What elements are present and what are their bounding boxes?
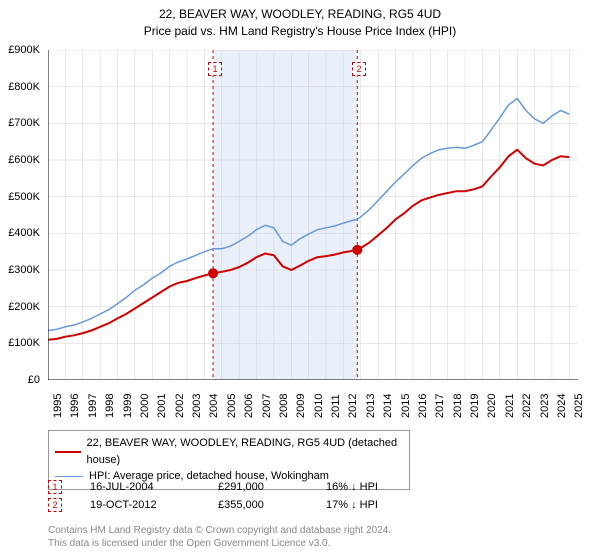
legend-label: 22, BEAVER WAY, WOODLEY, READING, RG5 4U… <box>87 435 403 468</box>
x-tick-label: 2017 <box>434 394 446 418</box>
marker-dot-0 <box>208 268 218 278</box>
x-tick-label: 1996 <box>69 394 81 418</box>
y-tick-label: £300K <box>8 264 40 276</box>
x-tick-label: 2014 <box>382 394 394 418</box>
x-tick-label: 2002 <box>174 394 186 418</box>
y-axis: £0£100K£200K£300K£400K£500K£600K£700K£80… <box>0 50 44 380</box>
title-description: Price paid vs. HM Land Registry's House … <box>0 23 600 40</box>
footer-line2: This data is licensed under the Open Gov… <box>48 537 391 550</box>
callout-box: 2 <box>352 62 366 76</box>
x-tick-label: 2015 <box>400 394 412 418</box>
x-tick-label: 2009 <box>295 394 307 418</box>
x-tick-label: 2019 <box>469 394 481 418</box>
y-tick-label: £100K <box>8 337 40 349</box>
x-tick-label: 1999 <box>122 394 134 418</box>
title-address: 22, BEAVER WAY, WOODLEY, READING, RG5 4U… <box>0 6 600 23</box>
legend-swatch <box>55 451 81 453</box>
chart-title: 22, BEAVER WAY, WOODLEY, READING, RG5 4U… <box>0 0 600 40</box>
x-tick-label: 2013 <box>365 394 377 418</box>
x-tick-label: 2001 <box>156 394 168 418</box>
transaction-row: 2 19-OCT-2012 £355,000 17% ↓ HPI <box>48 496 578 514</box>
marker-dot-1 <box>352 245 362 255</box>
shaded-band <box>213 50 357 380</box>
transaction-pct: 17% ↓ HPI <box>326 499 378 511</box>
x-tick-label: 2005 <box>226 394 238 418</box>
y-tick-label: £200K <box>8 301 40 313</box>
y-tick-label: £0 <box>28 374 40 386</box>
footer-attribution: Contains HM Land Registry data © Crown c… <box>48 524 391 550</box>
x-tick-label: 2024 <box>556 394 568 418</box>
transaction-date: 16-JUL-2004 <box>90 481 190 493</box>
legend-row: 22, BEAVER WAY, WOODLEY, READING, RG5 4U… <box>55 435 403 468</box>
x-tick-label: 2025 <box>573 394 585 418</box>
transactions-table: 1 16-JUL-2004 £291,000 16% ↓ HPI 2 19-OCT-201… <box>48 478 578 514</box>
x-tick-label: 2016 <box>417 394 429 418</box>
x-tick-label: 2004 <box>208 394 220 418</box>
x-tick-label: 2021 <box>504 394 516 418</box>
x-tick-label: 2012 <box>347 394 359 418</box>
x-tick-label: 2000 <box>139 394 151 418</box>
chart-container: 22, BEAVER WAY, WOODLEY, READING, RG5 4U… <box>0 0 600 560</box>
x-tick-label: 2011 <box>330 394 342 418</box>
transaction-marker: 1 <box>48 480 62 494</box>
x-tick-label: 2023 <box>539 394 551 418</box>
transaction-row: 1 16-JUL-2004 £291,000 16% ↓ HPI <box>48 478 578 496</box>
x-tick-label: 2008 <box>278 394 290 418</box>
y-tick-label: £800K <box>8 81 40 93</box>
x-tick-label: 2010 <box>313 394 325 418</box>
chart-svg <box>48 50 578 380</box>
x-tick-label: 1998 <box>104 394 116 418</box>
legend-swatch <box>55 476 83 477</box>
transaction-pct: 16% ↓ HPI <box>326 481 378 493</box>
y-tick-label: £900K <box>8 44 40 56</box>
x-tick-label: 2020 <box>486 394 498 418</box>
x-tick-label: 2022 <box>521 394 533 418</box>
x-tick-label: 1995 <box>52 394 64 418</box>
x-tick-label: 2006 <box>243 394 255 418</box>
y-tick-label: £500K <box>8 191 40 203</box>
plot-area <box>48 50 578 380</box>
x-tick-label: 2018 <box>452 394 464 418</box>
x-tick-label: 1997 <box>87 394 99 418</box>
y-tick-label: £700K <box>8 117 40 129</box>
y-tick-label: £600K <box>8 154 40 166</box>
footer-line1: Contains HM Land Registry data © Crown c… <box>48 524 391 537</box>
x-axis: 1995 1996 1997 1998 1999 2000 2001 2002 2003 2004… <box>48 382 578 432</box>
transaction-date: 19-OCT-2012 <box>90 499 190 511</box>
callout-box: 1 <box>208 62 222 76</box>
x-tick-label: 2003 <box>191 394 203 418</box>
x-tick-label: 2007 <box>261 394 273 418</box>
y-tick-label: £400K <box>8 227 40 239</box>
transaction-marker: 2 <box>48 498 62 512</box>
transaction-price: £291,000 <box>218 481 298 493</box>
transaction-price: £355,000 <box>218 499 298 511</box>
